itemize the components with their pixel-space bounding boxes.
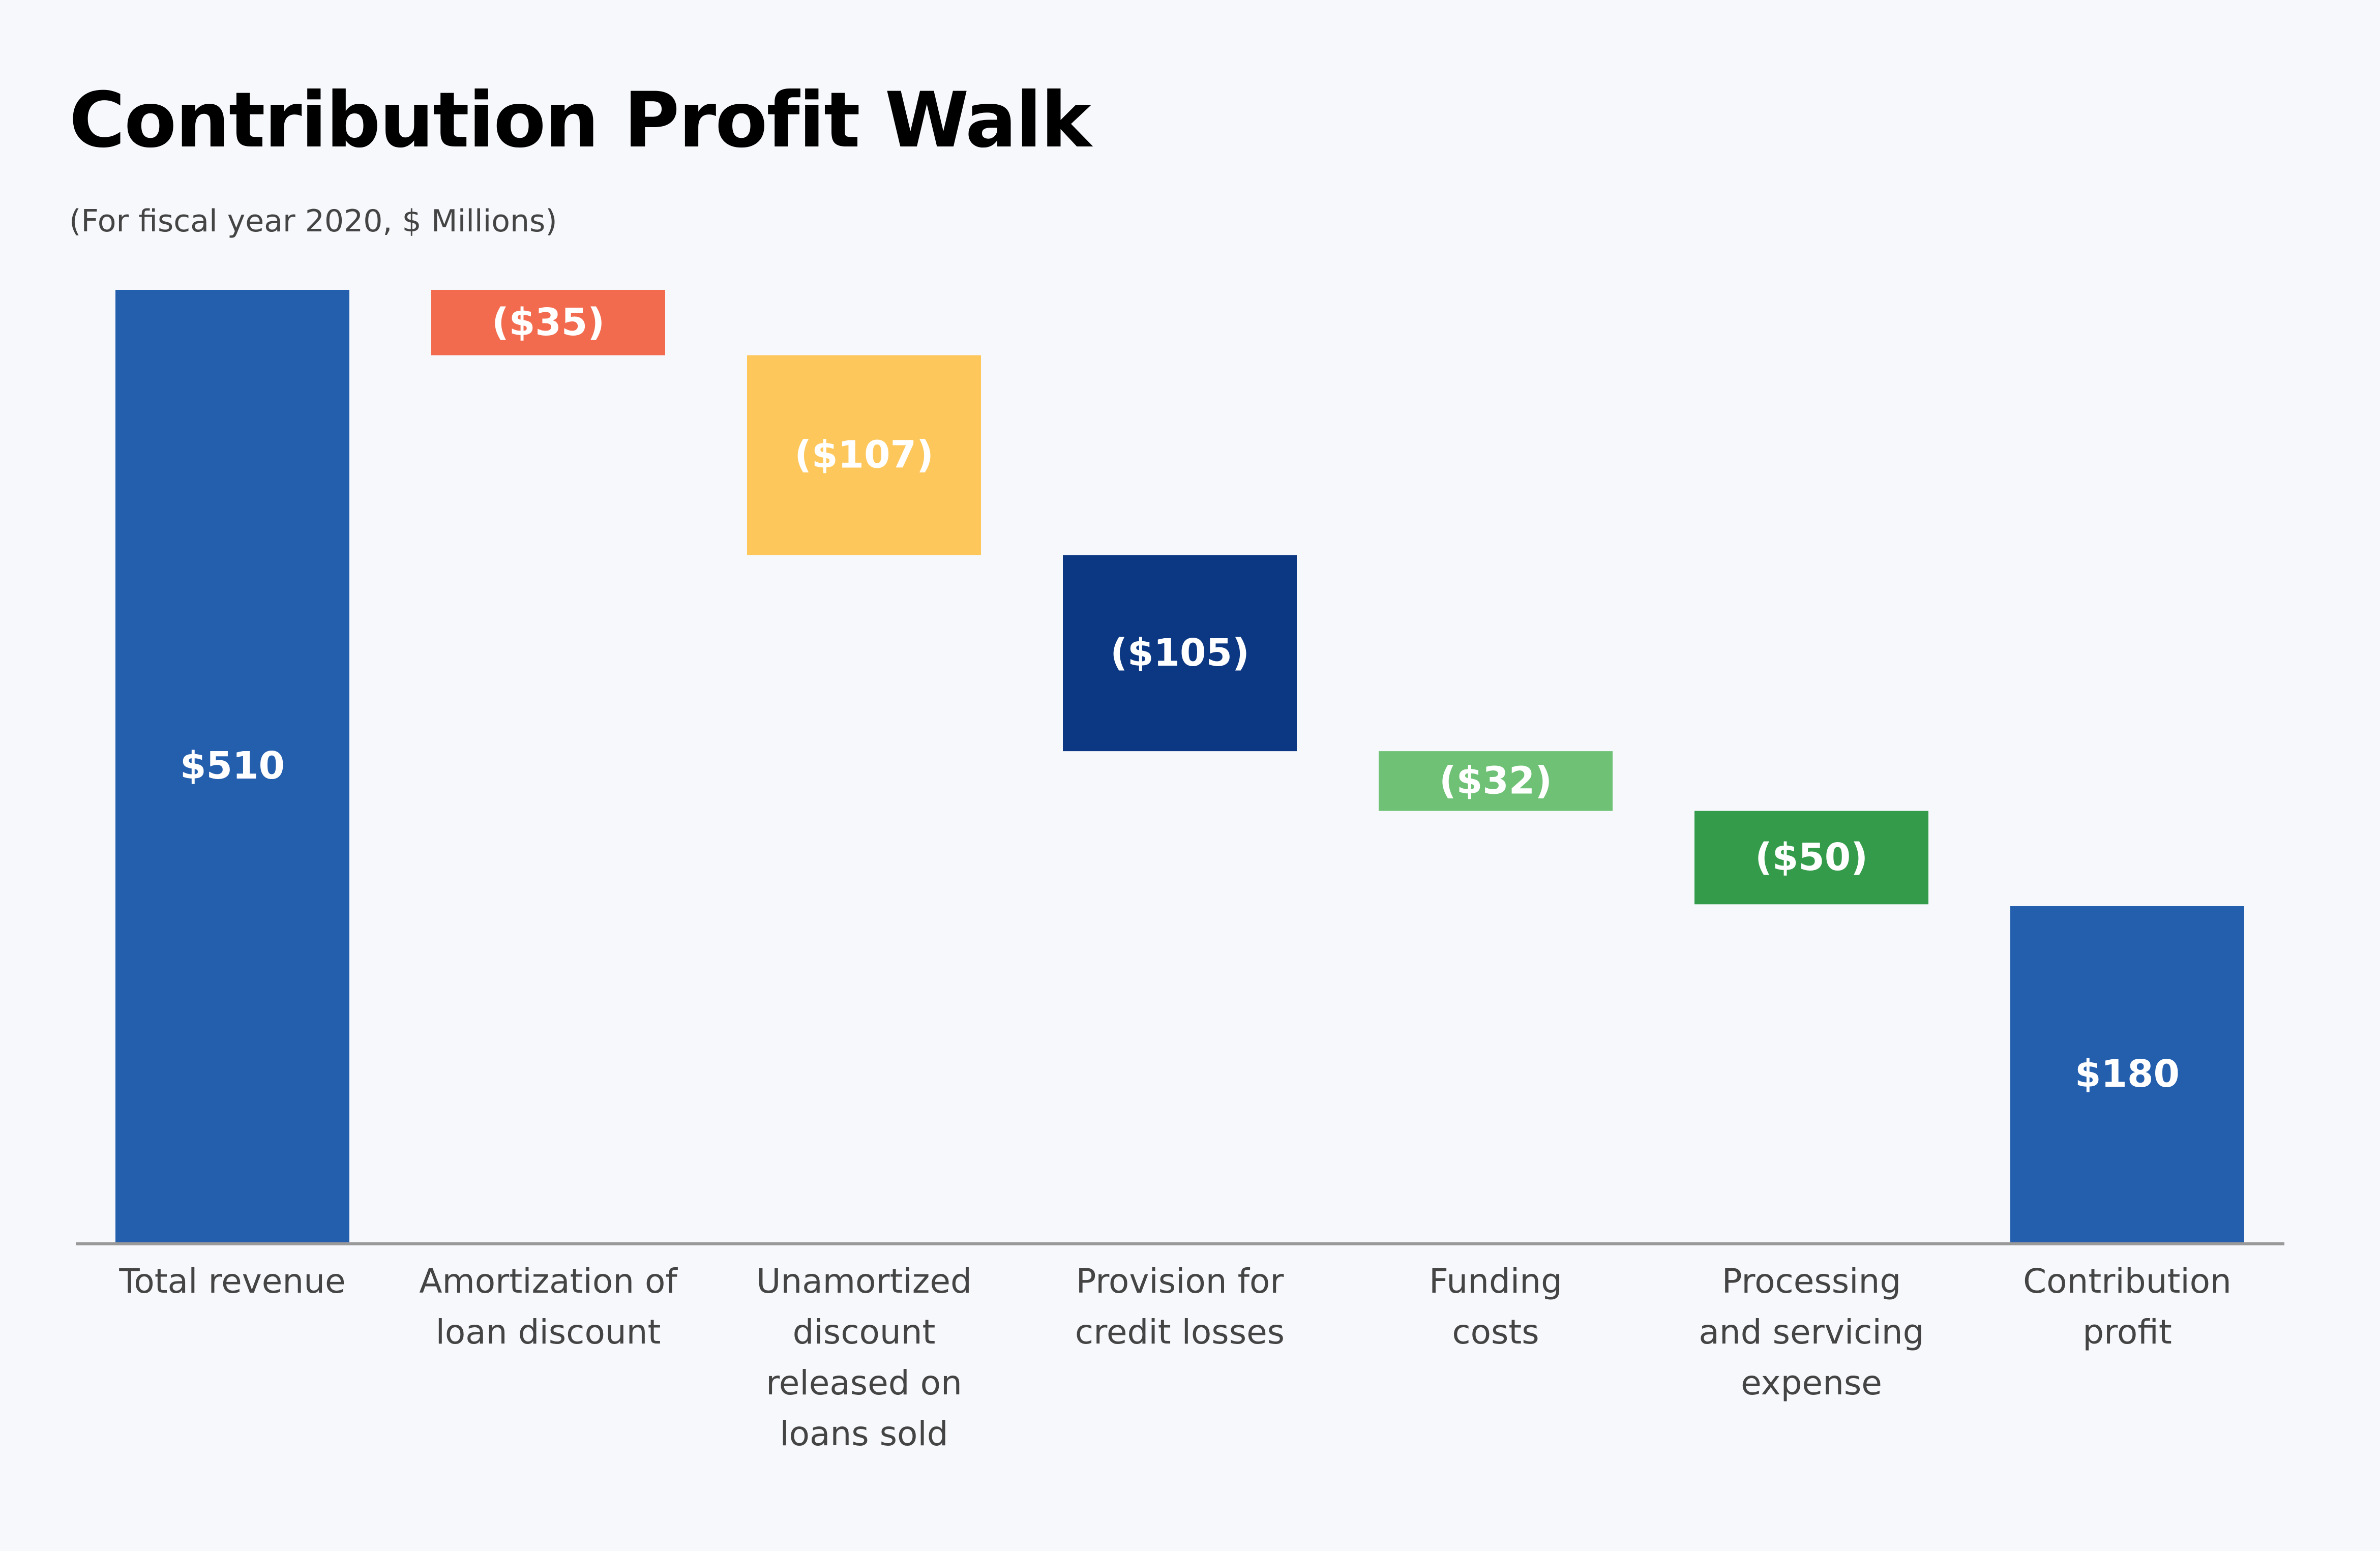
value-label: ($50)	[1755, 836, 1868, 879]
bar	[1063, 555, 1297, 752]
category-label: Funding costs	[1429, 1262, 1562, 1352]
value-label: ($32)	[1439, 759, 1552, 802]
value-label: ($105)	[1110, 631, 1250, 675]
value-label: ($35)	[492, 301, 605, 344]
chart-subtitle: (For fiscal year 2020, $ Millions)	[69, 203, 557, 239]
category-label: Contribution profit	[2023, 1262, 2232, 1352]
chart-title: Contribution Profit Walk	[69, 76, 1091, 165]
bar	[2010, 906, 2244, 1242]
value-label: $510	[180, 744, 285, 788]
bar	[1379, 751, 1613, 811]
bar	[747, 355, 981, 555]
value-label: $180	[2075, 1052, 2180, 1096]
bar	[1694, 811, 1928, 905]
category-label: Processing and servicing expense	[1699, 1262, 1924, 1403]
category-label: Amortization of loan discount	[419, 1262, 677, 1352]
category-label: Total revenue	[119, 1262, 346, 1301]
category-label: Unamortized discount released on loans s…	[756, 1262, 972, 1453]
value-label: ($107)	[794, 433, 934, 477]
bar	[115, 290, 349, 1242]
bar	[431, 290, 665, 355]
category-label: Provision for credit losses	[1075, 1262, 1285, 1352]
